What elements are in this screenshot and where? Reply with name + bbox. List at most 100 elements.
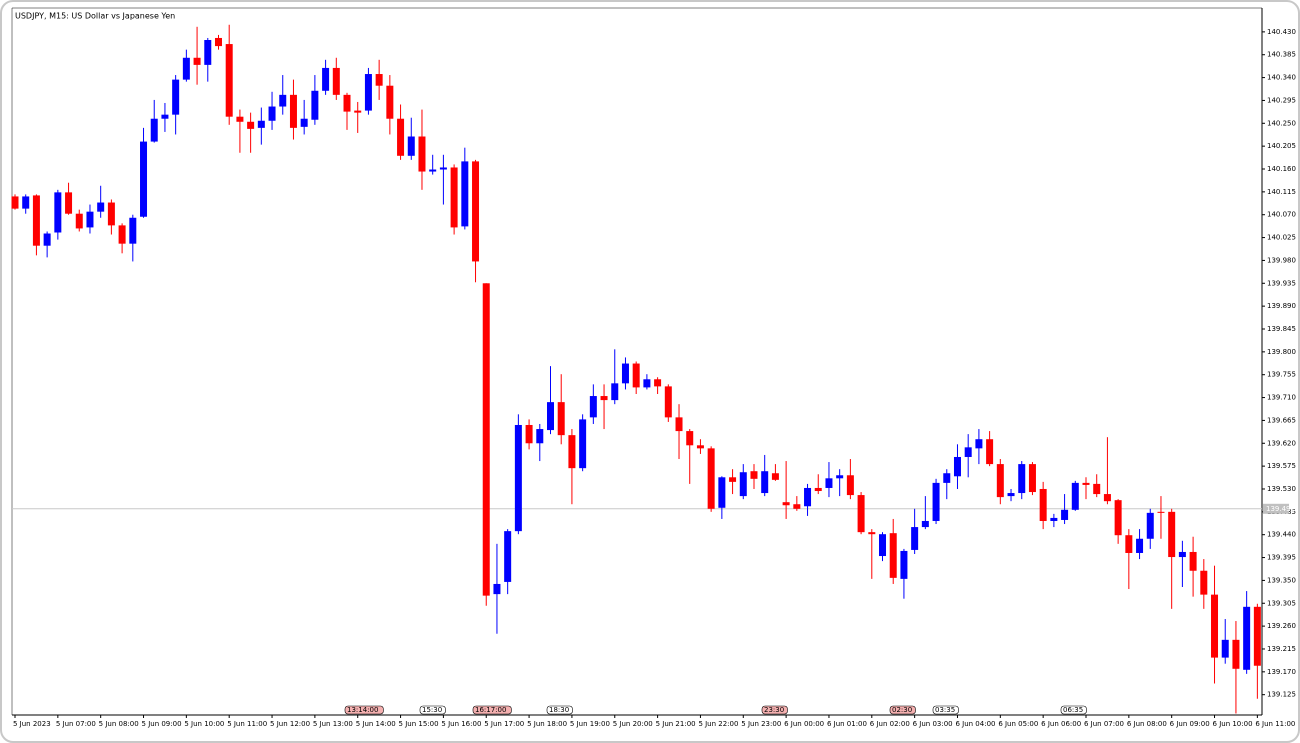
candle-body <box>1211 594 1219 658</box>
x-tick-label: 5 Jun 08:00 <box>99 720 139 728</box>
candle-body <box>1071 482 1079 510</box>
candle-body <box>932 482 940 521</box>
candle-body <box>739 472 747 497</box>
event-label: 13:14:00 <box>347 706 378 714</box>
candle-body <box>86 211 94 228</box>
candle-body <box>161 114 169 119</box>
candle-body <box>750 471 758 479</box>
y-tick-label: 140.025 <box>1267 234 1296 242</box>
event-marker <box>344 705 384 715</box>
candle-body <box>429 169 437 172</box>
x-tick-label: 5 Jun 10:00 <box>184 720 224 728</box>
candle-body <box>322 67 330 91</box>
candle-body <box>986 439 994 465</box>
candle-body <box>397 118 405 156</box>
candle-body <box>1039 488 1047 521</box>
x-tick-label: 5 Jun 20:00 <box>613 720 653 728</box>
candle-body <box>889 533 897 578</box>
candle-body <box>493 583 501 595</box>
candle-body <box>247 121 255 129</box>
y-tick-label: 140.385 <box>1267 51 1296 59</box>
y-tick-label: 139.755 <box>1267 371 1296 379</box>
candle-body <box>225 44 233 117</box>
candle-body <box>782 502 790 506</box>
y-tick-label: 139.620 <box>1267 439 1296 447</box>
y-tick-label: 140.430 <box>1267 28 1296 36</box>
candle-body <box>407 136 415 156</box>
x-tick-label: 5 Jun 2023 <box>13 720 51 728</box>
x-tick-label: 6 Jun 02:00 <box>870 720 910 728</box>
candle-body <box>1007 493 1015 497</box>
candle-body <box>943 473 951 483</box>
candle-body <box>43 233 51 246</box>
candle-body <box>1018 464 1026 494</box>
x-tick-label: 6 Jun 00:00 <box>784 720 824 728</box>
x-tick-label: 5 Jun 15:00 <box>399 720 439 728</box>
candle-body <box>600 396 608 401</box>
x-tick-label: 5 Jun 13:00 <box>313 720 353 728</box>
candle-body <box>964 447 972 457</box>
y-tick-label: 140.340 <box>1267 74 1296 82</box>
y-tick-label: 140.160 <box>1267 165 1296 173</box>
candle-body <box>814 487 822 492</box>
candle-body <box>825 478 833 488</box>
x-tick-label: 6 Jun 09:00 <box>1170 720 1210 728</box>
candle-body <box>686 431 694 446</box>
x-tick-label: 5 Jun 09:00 <box>142 720 182 728</box>
candle-body <box>375 74 383 86</box>
candle-body <box>1253 606 1261 666</box>
x-tick-label: 6 Jun 10:00 <box>1213 720 1253 728</box>
candle-body <box>22 196 30 209</box>
candle-body <box>107 202 115 226</box>
candle-body <box>1243 606 1251 670</box>
x-tick-label: 5 Jun 21:00 <box>656 720 696 728</box>
candle-body <box>1168 511 1176 558</box>
candle-body <box>1178 551 1186 558</box>
y-tick-label: 139.665 <box>1267 416 1296 424</box>
candle-body <box>1082 482 1090 485</box>
event-marker <box>889 705 916 715</box>
y-tick-label: 139.980 <box>1267 256 1296 264</box>
y-tick-label: 139.710 <box>1267 394 1296 402</box>
candle-body <box>300 118 308 127</box>
candle-body <box>182 57 190 80</box>
candle-body <box>54 192 62 233</box>
candle-body <box>621 363 629 384</box>
candle-body <box>450 167 458 228</box>
event-label: 15:30 <box>422 706 442 714</box>
event-label: 16:17:00 <box>475 706 506 714</box>
candle-body <box>354 110 362 113</box>
candle-body <box>793 504 801 509</box>
x-tick-label: 6 Jun 08:00 <box>1127 720 1167 728</box>
candle-body <box>589 396 597 418</box>
event-label: 06:35 <box>1063 706 1083 714</box>
candle-body <box>386 85 394 119</box>
x-tick-label: 5 Jun 19:00 <box>570 720 610 728</box>
x-tick-label: 6 Jun 01:00 <box>827 720 867 728</box>
x-tick-label: 6 Jun 07:00 <box>1084 720 1124 728</box>
candle-body <box>857 495 865 533</box>
y-tick-label: 140.250 <box>1267 119 1296 127</box>
event-label: 18:30 <box>549 706 569 714</box>
candle-body <box>214 37 222 47</box>
event-marker <box>546 705 573 715</box>
candle-body <box>879 534 887 557</box>
candle-body <box>75 213 83 229</box>
event-marker <box>932 705 959 715</box>
y-tick-label: 139.530 <box>1267 485 1296 493</box>
candle-body <box>140 141 148 217</box>
candle-body <box>696 445 704 449</box>
candle-body <box>311 90 319 120</box>
x-tick-label: 6 Jun 11:00 <box>1255 720 1295 728</box>
x-tick-label: 5 Jun 22:00 <box>698 720 738 728</box>
y-tick-label: 139.440 <box>1267 531 1296 539</box>
candle-body <box>846 475 854 496</box>
candle-body <box>911 527 919 550</box>
x-tick-label: 5 Jun 16:00 <box>441 720 481 728</box>
candle-body <box>1125 535 1133 553</box>
candle-body <box>1028 464 1036 493</box>
candle-body <box>1146 512 1154 539</box>
event-label: 23:30 <box>764 706 784 714</box>
